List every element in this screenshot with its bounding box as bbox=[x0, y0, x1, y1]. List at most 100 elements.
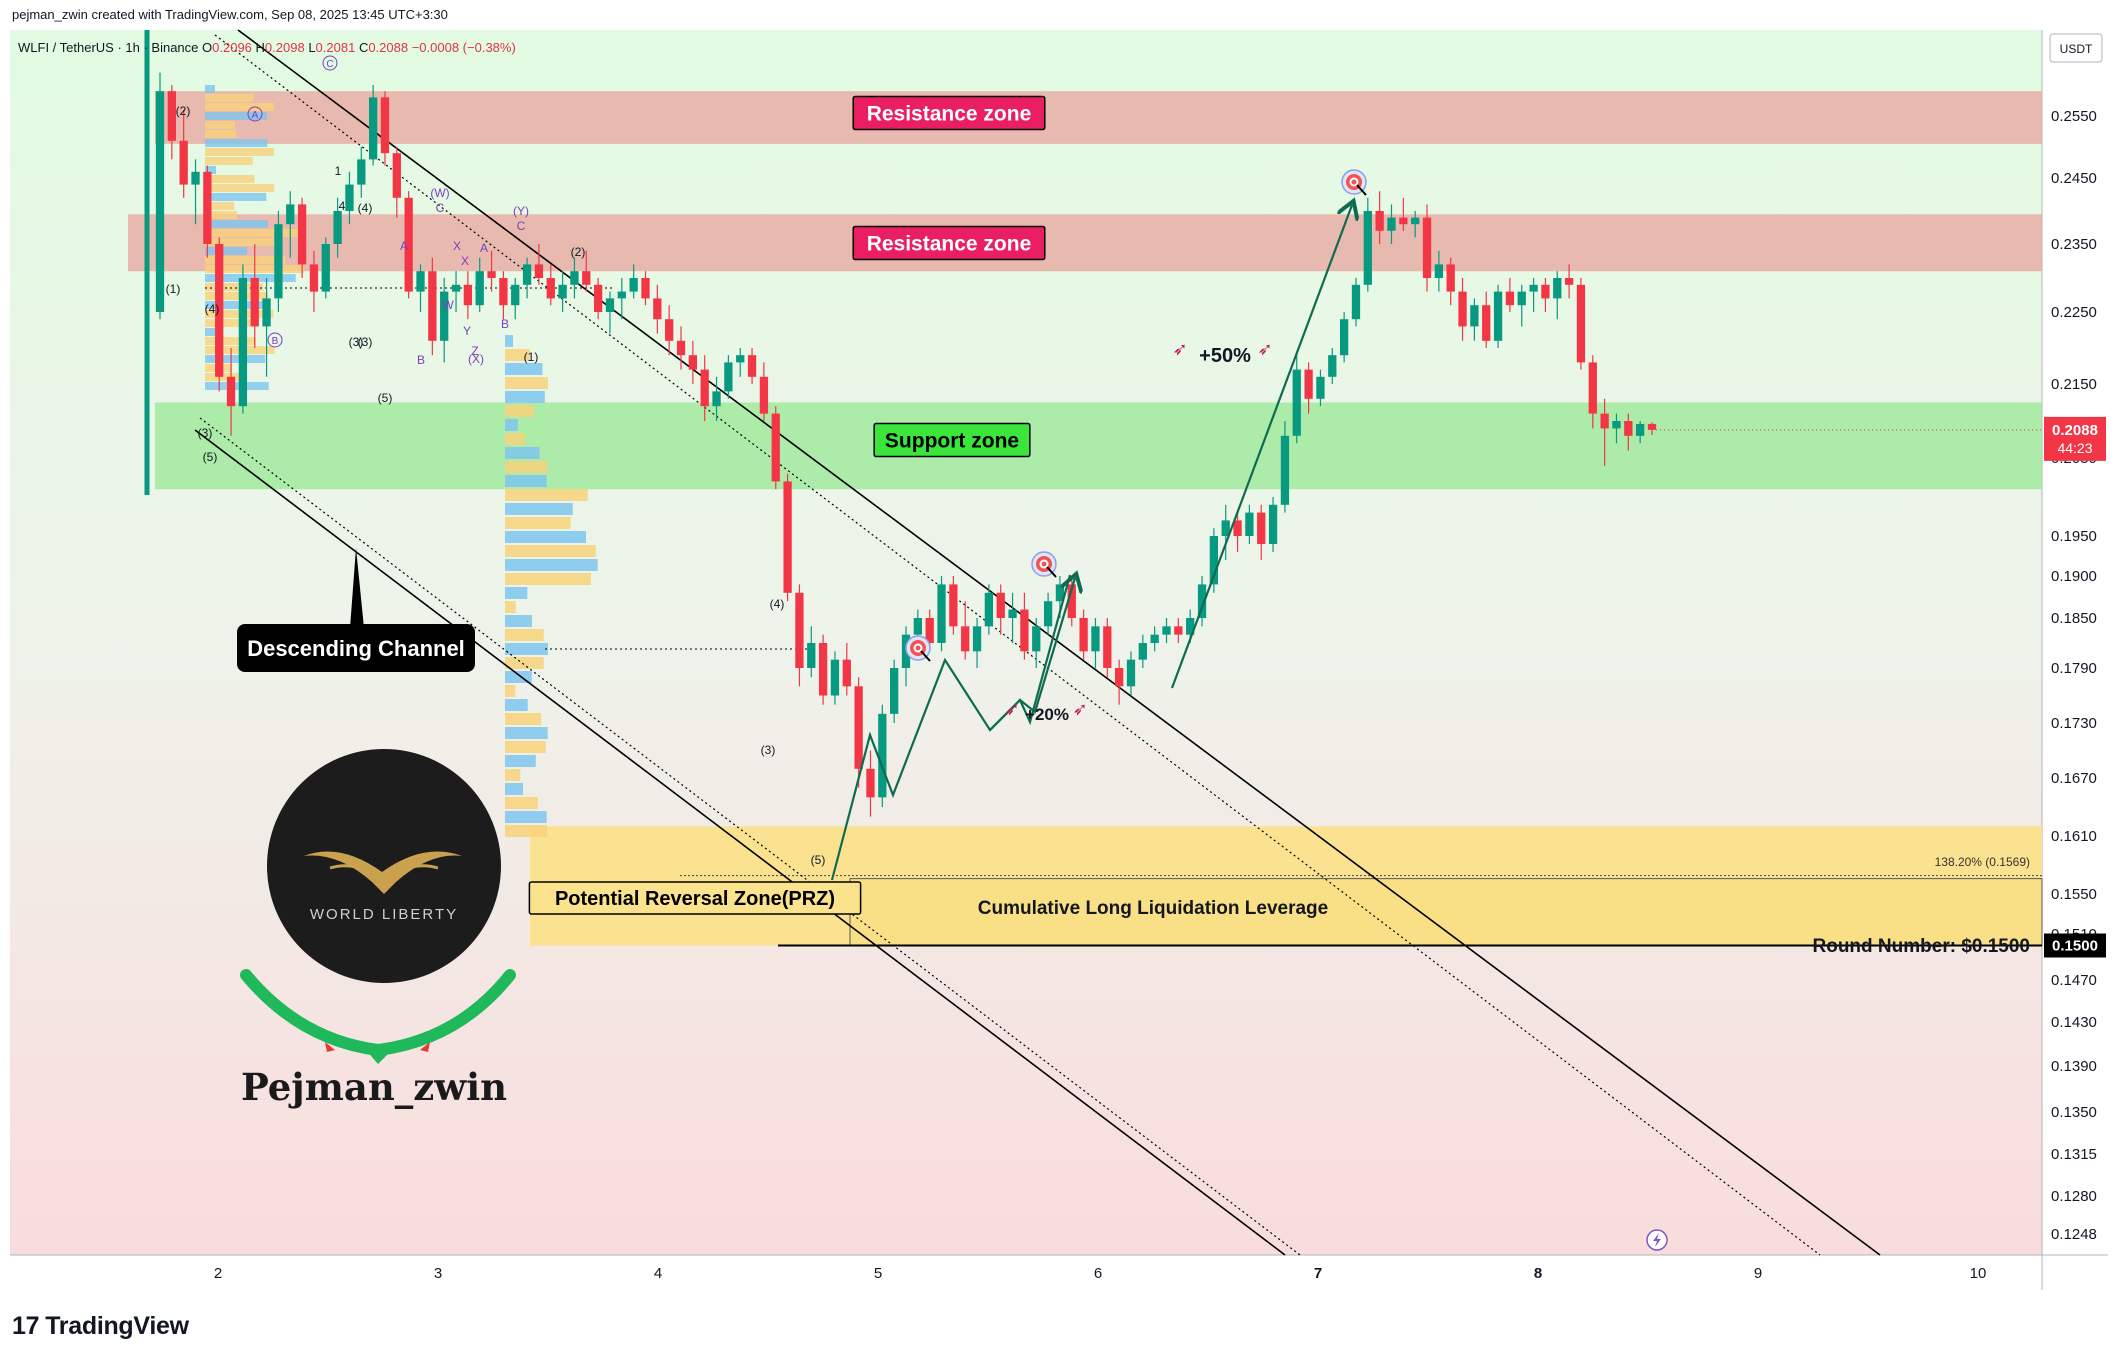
x-tick-label: 5 bbox=[874, 1265, 882, 1282]
ohlc-low: 0.2081 bbox=[315, 40, 356, 55]
target-icon bbox=[1031, 551, 1057, 578]
candle bbox=[1043, 592, 1053, 635]
vp-bar bbox=[505, 755, 536, 767]
wave-label: (2) bbox=[571, 245, 586, 259]
wave-label: W bbox=[442, 298, 454, 312]
candle bbox=[1091, 618, 1100, 668]
svg-text:Resistance zone: Resistance zone bbox=[867, 233, 1032, 256]
vp-bar bbox=[505, 643, 548, 655]
candle bbox=[274, 211, 283, 312]
prz-label[interactable]: Potential Reversal Zone(PRZ) bbox=[528, 881, 862, 915]
candle bbox=[1505, 278, 1515, 312]
x-tick-label: 6 bbox=[1094, 1265, 1102, 1282]
symbol-name: WLFI / TetherUS · 1h · Binance bbox=[18, 40, 199, 55]
candle bbox=[203, 165, 212, 258]
tradingview-mark-icon: 17 bbox=[12, 1312, 40, 1340]
candle bbox=[1470, 298, 1479, 341]
candle bbox=[1316, 369, 1325, 407]
time-axis[interactable]: 2 3 4 5 6 7 8 9 10 bbox=[214, 1265, 1987, 1282]
vp-bar bbox=[505, 601, 516, 613]
volume-profile bbox=[205, 85, 815, 837]
round-number-label: Round Number: $0.1500 bbox=[1813, 936, 2031, 957]
y-tick-label: 0.1248 bbox=[2051, 1226, 2097, 1243]
wave-label: B bbox=[417, 353, 425, 367]
resistance-zone-label-1[interactable]: Resistance zone bbox=[852, 95, 1046, 131]
rocket-icon: ➶ bbox=[1172, 339, 1187, 360]
y-tick-label: 0.1470 bbox=[2051, 972, 2097, 989]
support-zone-label[interactable]: Support zone bbox=[873, 422, 1031, 458]
wave-label: (3) bbox=[349, 335, 364, 349]
x-tick-label: 2 bbox=[214, 1265, 222, 1282]
candle bbox=[1209, 528, 1219, 593]
vp-bar bbox=[205, 319, 252, 327]
candle bbox=[250, 244, 259, 348]
currency-label[interactable] bbox=[2049, 33, 2103, 63]
candle bbox=[807, 626, 816, 678]
price-axis[interactable]: USDT0.25500.24500.23500.22500.21500.2050… bbox=[1652, 33, 2106, 1243]
lightning-icon[interactable] bbox=[1646, 1229, 1668, 1251]
candle bbox=[1351, 278, 1361, 327]
candle bbox=[641, 271, 650, 306]
candle bbox=[558, 271, 567, 312]
projection-path-2 bbox=[989, 574, 1072, 731]
footer: 17 TradingView bbox=[0, 1300, 2119, 1358]
y-tick-label: 0.1350 bbox=[2051, 1104, 2097, 1121]
y-tick-label: 0.1390 bbox=[2051, 1058, 2097, 1075]
candle bbox=[357, 147, 366, 198]
vp-bar bbox=[505, 405, 534, 417]
candle bbox=[724, 355, 733, 399]
candle bbox=[949, 576, 958, 635]
candle bbox=[1233, 512, 1242, 552]
candle bbox=[1529, 278, 1538, 312]
round-number-tag[interactable] bbox=[2044, 933, 2106, 958]
vp-bar bbox=[505, 503, 573, 515]
candle bbox=[1138, 634, 1147, 668]
candle bbox=[1553, 271, 1562, 320]
vp-bar bbox=[205, 157, 253, 165]
vp-bar bbox=[505, 797, 538, 809]
vp-bar bbox=[505, 615, 533, 627]
tradingview-logo[interactable]: 17 TradingView bbox=[12, 1312, 189, 1341]
wave-label: A bbox=[400, 239, 408, 253]
wave-label: (5) bbox=[811, 853, 826, 867]
vp-bar bbox=[205, 94, 254, 102]
wave-label: Y bbox=[463, 324, 471, 338]
candle bbox=[866, 750, 875, 817]
descending-channel-label[interactable]: Descending Channel bbox=[237, 548, 475, 672]
candle bbox=[1647, 422, 1657, 436]
vp-bar bbox=[505, 475, 547, 487]
vp-bar bbox=[205, 184, 275, 192]
candle bbox=[1434, 250, 1444, 292]
vp-bar bbox=[505, 783, 524, 795]
candle bbox=[428, 257, 437, 356]
candle bbox=[1482, 291, 1491, 348]
candle bbox=[1103, 618, 1112, 678]
support-zone bbox=[155, 402, 2042, 490]
vp-bar bbox=[205, 166, 217, 174]
target-icon bbox=[1341, 169, 1367, 196]
vp-bar bbox=[205, 130, 237, 138]
candle bbox=[842, 643, 851, 696]
vp-bar bbox=[505, 419, 518, 431]
y-tick-label: 0.1790 bbox=[2051, 660, 2097, 677]
candle bbox=[736, 348, 745, 377]
rocket-icon: ➶ bbox=[1004, 699, 1019, 720]
wave-label: (2) bbox=[176, 104, 191, 118]
current-price-tag[interactable] bbox=[2044, 416, 2106, 461]
candle bbox=[167, 85, 176, 160]
x-tick-label: 4 bbox=[654, 1265, 662, 1282]
svg-text:Support zone: Support zone bbox=[885, 430, 1019, 453]
wave-label: 4 bbox=[339, 199, 346, 213]
channel-upper-dotted bbox=[214, 34, 1821, 1256]
candle bbox=[1304, 362, 1313, 414]
ohlc-high: 0.2098 bbox=[264, 40, 305, 55]
resistance-zone-label-2[interactable]: Resistance zone bbox=[852, 225, 1046, 261]
candle bbox=[1600, 398, 1609, 466]
vp-bar bbox=[205, 301, 269, 309]
candle bbox=[487, 250, 496, 292]
wave-label: A bbox=[480, 241, 488, 255]
symbol-legend[interactable]: WLFI / TetherUS · 1h · Binance O0.2096 H… bbox=[18, 40, 516, 55]
candle bbox=[783, 473, 792, 602]
resistance-zone-1 bbox=[155, 91, 2042, 144]
